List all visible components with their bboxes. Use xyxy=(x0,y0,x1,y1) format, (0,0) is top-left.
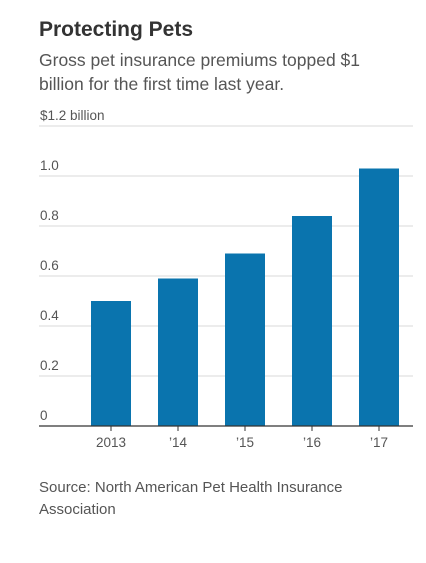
y-tick-label: $1.2 billion xyxy=(40,108,105,123)
bar xyxy=(158,278,198,426)
chart-subtitle: Gross pet insurance premiums topped $1 b… xyxy=(39,50,360,94)
y-axis-ticks: 0 0.2 0.4 0.6 0.8 1.0 $1.2 billion xyxy=(40,108,105,423)
y-tick-label: 0.2 xyxy=(40,358,59,373)
bars xyxy=(91,168,399,426)
source-note: Source: North American Pet Health Insura… xyxy=(39,479,343,518)
x-tick-label: ’15 xyxy=(236,435,254,450)
x-tick-label: ’17 xyxy=(370,435,388,450)
y-tick-label: 0.4 xyxy=(40,308,59,323)
chart-title: Protecting Pets xyxy=(39,18,194,41)
bar xyxy=(91,301,131,426)
y-tick-label: 0.8 xyxy=(40,208,59,223)
x-tick-label: 2013 xyxy=(96,435,126,450)
y-tick-label: 0.6 xyxy=(40,258,59,273)
bar xyxy=(292,216,332,426)
bar-chart: 0 0.2 0.4 0.6 0.8 1.0 $1.2 billion 2013 ’14 ’15 ’… xyxy=(39,108,413,450)
bar xyxy=(225,253,265,426)
y-tick-label: 1.0 xyxy=(40,158,59,173)
x-tick-label: ’16 xyxy=(303,435,321,450)
y-tick-label: 0 xyxy=(40,408,48,423)
x-axis-ticks: 2013 ’14 ’15 ’16 ’17 xyxy=(96,426,388,450)
x-tick-label: ’14 xyxy=(169,435,188,450)
bar xyxy=(359,168,399,426)
